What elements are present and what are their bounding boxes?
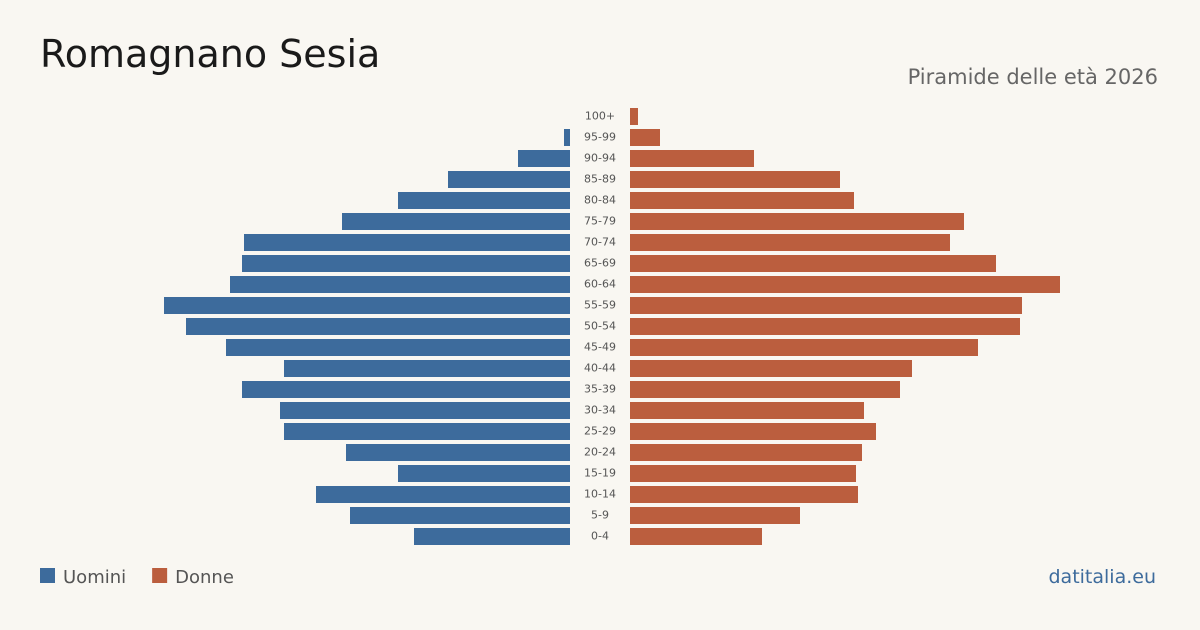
bar xyxy=(630,486,858,503)
bar xyxy=(630,360,912,377)
bar xyxy=(448,171,570,188)
bar xyxy=(244,234,570,251)
bar xyxy=(630,192,854,209)
bar xyxy=(280,402,570,419)
bar xyxy=(346,444,570,461)
age-label: 85-89 xyxy=(584,173,616,186)
age-label: 0-4 xyxy=(591,530,609,543)
age-label: 65-69 xyxy=(584,257,616,270)
bar xyxy=(342,213,570,230)
bar xyxy=(630,297,1022,314)
chart-subtitle: Piramide delle età 2026 xyxy=(908,65,1158,89)
bar xyxy=(630,129,660,146)
bar xyxy=(630,318,1020,335)
age-label: 20-24 xyxy=(584,446,616,459)
age-label: 60-64 xyxy=(584,278,616,291)
bar xyxy=(630,402,864,419)
bar xyxy=(630,171,840,188)
bar xyxy=(242,381,570,398)
bar xyxy=(186,318,570,335)
bar xyxy=(164,297,570,314)
age-label: 35-39 xyxy=(584,383,616,396)
age-label: 30-34 xyxy=(584,404,616,417)
bar xyxy=(316,486,570,503)
bar xyxy=(350,507,570,524)
age-label: 90-94 xyxy=(584,152,616,165)
bar xyxy=(630,528,762,545)
bar xyxy=(630,108,638,125)
bar xyxy=(630,381,900,398)
legend-swatch xyxy=(152,568,168,583)
age-label: 50-54 xyxy=(584,320,616,333)
bar xyxy=(630,423,876,440)
bar xyxy=(630,339,978,356)
bar xyxy=(630,507,800,524)
bar xyxy=(398,192,570,209)
bar xyxy=(226,339,570,356)
bar xyxy=(630,276,1060,293)
age-label: 5-9 xyxy=(591,509,609,522)
age-label: 75-79 xyxy=(584,215,616,228)
age-label: 45-49 xyxy=(584,341,616,354)
bar xyxy=(630,213,964,230)
bar xyxy=(398,465,570,482)
source: datitalia.eu xyxy=(1049,566,1157,588)
age-label: 40-44 xyxy=(584,362,616,375)
age-label: 95-99 xyxy=(584,131,616,144)
bar xyxy=(630,444,862,461)
legend-label: Uomini xyxy=(63,567,126,588)
bar xyxy=(630,255,996,272)
age-label: 10-14 xyxy=(584,488,616,501)
age-label: 100+ xyxy=(585,110,615,123)
age-label: 70-74 xyxy=(584,236,616,249)
legend-label: Donne xyxy=(175,567,234,588)
legend-swatch xyxy=(40,568,55,583)
bar xyxy=(630,234,950,251)
age-label: 25-29 xyxy=(584,425,616,438)
bar xyxy=(630,150,754,167)
bar xyxy=(518,150,570,167)
age-label: 55-59 xyxy=(584,299,616,312)
bar xyxy=(230,276,570,293)
age-label: 80-84 xyxy=(584,194,616,207)
bar xyxy=(284,423,570,440)
bar xyxy=(564,129,570,146)
age-label: 15-19 xyxy=(584,467,616,480)
bar xyxy=(630,465,856,482)
chart-title: Romagnano Sesia xyxy=(40,32,380,76)
bar xyxy=(242,255,570,272)
bar xyxy=(414,528,570,545)
bar xyxy=(284,360,570,377)
